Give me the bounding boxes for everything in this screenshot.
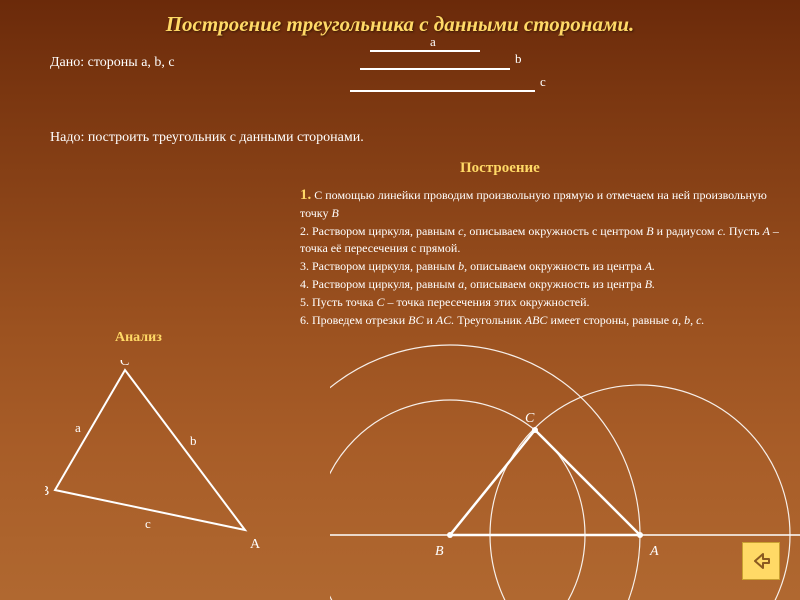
task-text: Надо: построить треугольник с данными ст… [50,130,364,146]
seg-a-label: a [430,34,436,50]
svg-text:C: C [525,411,535,426]
page-title: Построение треугольника с данными сторон… [0,0,800,37]
seg-b-line [360,68,510,70]
svg-text:B: B [45,484,49,499]
svg-text:c: c [145,516,151,531]
step-5: 5. Пусть точка C – точка пересечения эти… [300,294,780,310]
seg-c-line [350,90,535,92]
svg-text:B: B [435,544,444,559]
given-text: Дано: стороны a, b, c [50,55,175,71]
svg-text:a: a [75,420,81,435]
svg-text:b: b [190,433,197,448]
step-3: 3. Раствором циркуля, равным b, описывае… [300,258,780,274]
step-6: 6. Проведем отрезки BC и AC. Треугольник… [300,312,780,328]
seg-b-label: b [515,51,522,67]
back-button[interactable] [742,542,780,580]
steps-list: 1. С помощью линейки проводим произвольн… [300,185,780,331]
construction-heading: Построение [460,160,540,177]
svg-text:C: C [120,360,129,369]
analysis-heading: Анализ [115,330,162,346]
back-arrow-icon [749,549,773,573]
step-1: 1. С помощью линейки проводим произвольн… [300,185,780,221]
step-4: 4. Раствором циркуля, равным a, описывае… [300,276,780,292]
analysis-triangle: A B C a b c [45,360,275,555]
svg-text:A: A [649,544,659,559]
step-2: 2. Раствором циркуля, равным c, описывае… [300,223,780,255]
seg-a-line [370,50,480,52]
construction-diagram: B A C [330,340,800,600]
seg-c-label: c [540,74,546,90]
svg-text:A: A [250,537,261,552]
